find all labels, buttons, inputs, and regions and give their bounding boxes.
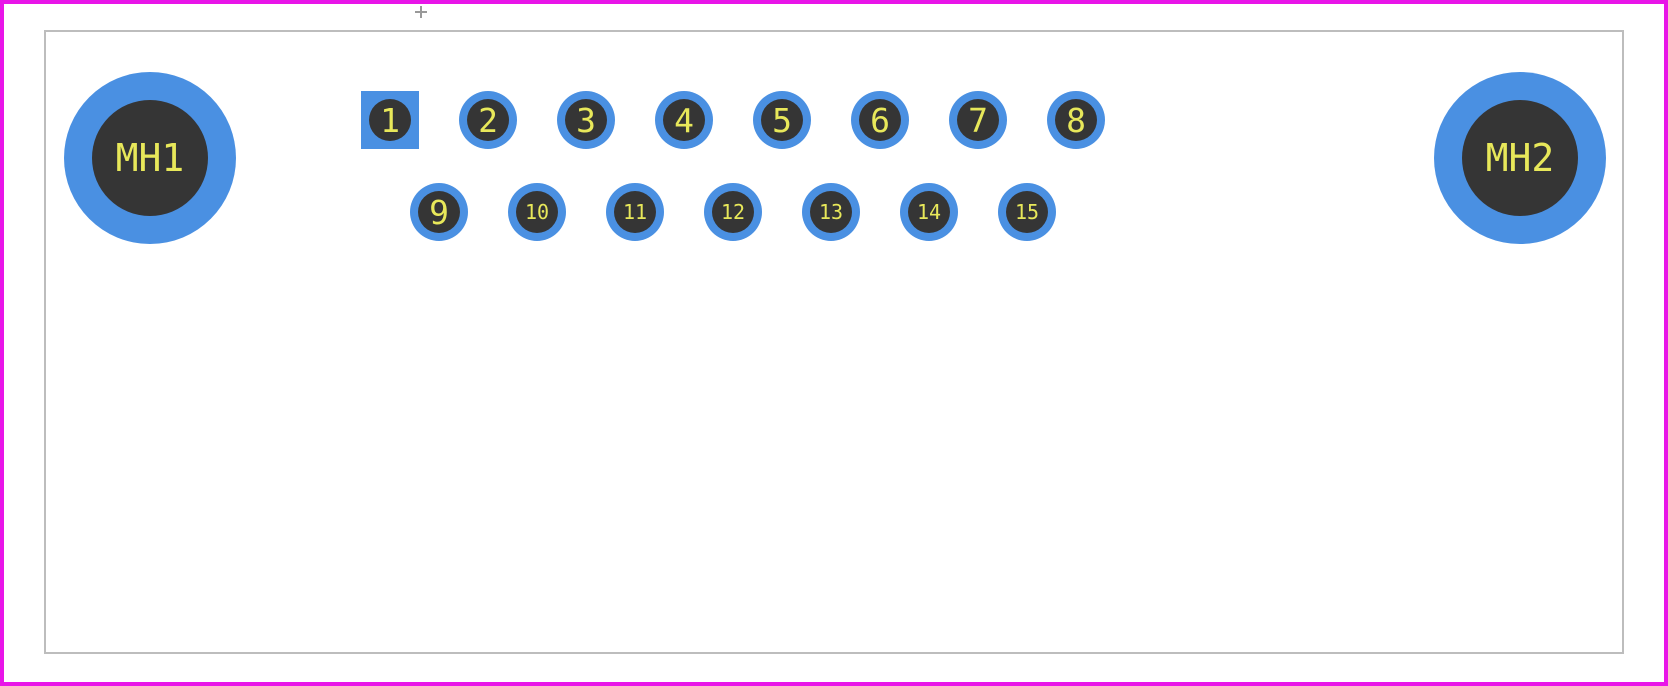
pin-8: 8 xyxy=(1047,91,1105,149)
pin-3: 3 xyxy=(557,91,615,149)
pin-drill: 2 xyxy=(467,99,509,141)
mount-hole-label: MH2 xyxy=(1486,136,1555,180)
pin-label: 2 xyxy=(478,101,498,140)
pin-label: 14 xyxy=(917,200,941,224)
pin-label: 9 xyxy=(429,193,449,232)
pin-7: 7 xyxy=(949,91,1007,149)
pin-label: 13 xyxy=(819,200,843,224)
mount-hole-drill: MH1 xyxy=(92,100,208,216)
component-outline xyxy=(44,30,1624,654)
pin-11: 11 xyxy=(606,183,664,241)
pin-drill: 6 xyxy=(859,99,901,141)
pin-label: 7 xyxy=(968,101,988,140)
pin-drill: 7 xyxy=(957,99,999,141)
pin-label: 11 xyxy=(623,200,647,224)
pin-5: 5 xyxy=(753,91,811,149)
pin-label: 12 xyxy=(721,200,745,224)
pin-drill: 12 xyxy=(712,191,754,233)
pin-15: 15 xyxy=(998,183,1056,241)
pin-6: 6 xyxy=(851,91,909,149)
mount-hole-mh2: MH2 xyxy=(1434,72,1606,244)
pin-drill: 13 xyxy=(810,191,852,233)
pin-label: 10 xyxy=(525,200,549,224)
pin-label: 15 xyxy=(1015,200,1039,224)
pin-drill: 5 xyxy=(761,99,803,141)
mount-hole-drill: MH2 xyxy=(1462,100,1578,216)
pin-label: 6 xyxy=(870,101,890,140)
pin-drill: 9 xyxy=(418,191,460,233)
pin-drill: 15 xyxy=(1006,191,1048,233)
pin-drill: 4 xyxy=(663,99,705,141)
mount-hole-label: MH1 xyxy=(116,136,185,180)
mount-hole-mh1: MH1 xyxy=(64,72,236,244)
pin-label: 1 xyxy=(380,101,400,140)
pin-label: 4 xyxy=(674,101,694,140)
pin-13: 13 xyxy=(802,183,860,241)
pin-12: 12 xyxy=(704,183,762,241)
pin-10: 10 xyxy=(508,183,566,241)
pin-drill: 14 xyxy=(908,191,950,233)
pin-1: 1 xyxy=(361,91,419,149)
pin-drill: 8 xyxy=(1055,99,1097,141)
pin-drill: 10 xyxy=(516,191,558,233)
pin-label: 3 xyxy=(576,101,596,140)
pin-drill: 1 xyxy=(369,99,411,141)
pin-2: 2 xyxy=(459,91,517,149)
pin-drill: 3 xyxy=(565,99,607,141)
pin-14: 14 xyxy=(900,183,958,241)
pin-4: 4 xyxy=(655,91,713,149)
pin-9: 9 xyxy=(410,183,468,241)
pin-drill: 11 xyxy=(614,191,656,233)
pin-label: 5 xyxy=(772,101,792,140)
pin-label: 8 xyxy=(1066,101,1086,140)
